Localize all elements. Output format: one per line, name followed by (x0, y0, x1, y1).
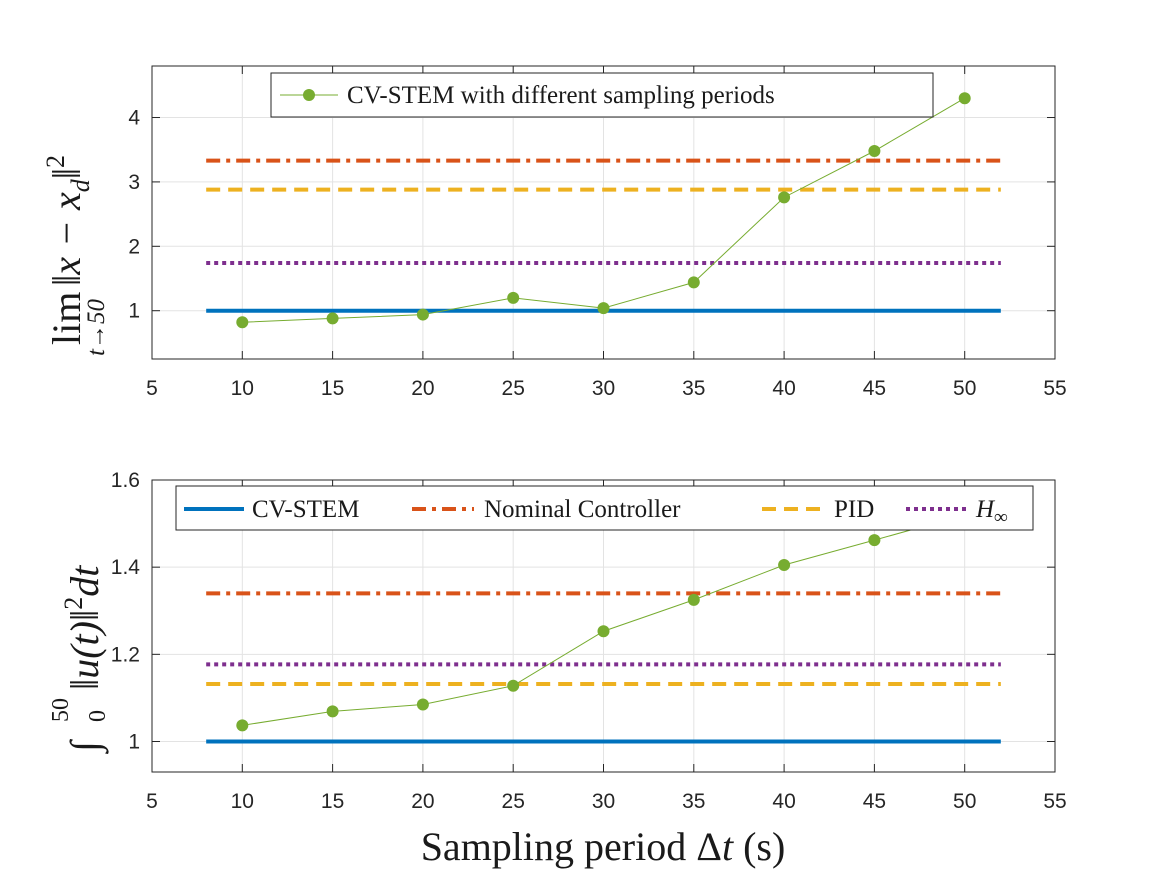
x-tick-label: 30 (592, 790, 615, 813)
series-group (206, 508, 1001, 744)
svg-text:50: 50 (48, 698, 74, 722)
svg-text:t→50: t→50 (83, 299, 110, 356)
x-tick-label: 50 (953, 377, 976, 400)
legend-label-cvstem-sampling: CV-STEM with different sampling periods (347, 82, 775, 109)
x-tick-label: 20 (411, 377, 434, 400)
ylabel-expr-sub: d (66, 178, 95, 192)
tracking-error-panel: 5 10 15 20 25 30 35 40 45 50 55 1 2 3 4 lim t→50 ‖x − … (41, 65, 1067, 400)
y-axis-label: ∫ 0 50 ‖u(t)‖2dt (48, 565, 111, 755)
data-point-cv-stem-with-different-sampling-periods (868, 145, 881, 158)
data-point-cv-stem-with-different-sampling-periods (687, 593, 700, 606)
x-tick-label: 15 (321, 790, 344, 813)
x-tick-label: 50 (953, 790, 976, 813)
svg-text:0: 0 (85, 710, 111, 722)
x-tick-label: 55 (1043, 377, 1066, 400)
y-tick-label: 1.6 (111, 469, 140, 492)
ylabel-dt: dt (62, 565, 107, 597)
svg-text:lim: lim (44, 292, 89, 345)
data-point-cv-stem-with-different-sampling-periods (236, 719, 249, 732)
ylabel-sup: 2 (59, 597, 88, 610)
x-tick-label: 45 (863, 377, 886, 400)
ylabel-expr: ‖u(t)‖ (62, 610, 107, 690)
legend-bottom: CV-STEM Nominal Controller PID H∞ (175, 485, 1034, 531)
data-point-cv-stem-with-different-sampling-periods (597, 302, 610, 315)
data-point-cv-stem-with-different-sampling-periods (597, 625, 610, 638)
y-tick-label: 2 (128, 235, 140, 258)
x-tick-label: 10 (231, 377, 254, 400)
ylabel-integral-sub: 0 (85, 710, 111, 722)
y-tick-label: 1.2 (111, 643, 140, 666)
data-point-cv-stem-with-different-sampling-periods (507, 291, 520, 304)
data-point-cv-stem-with-different-sampling-periods (687, 276, 700, 289)
data-point-cv-stem-with-different-sampling-periods (778, 191, 791, 204)
x-tick-label: 15 (321, 377, 344, 400)
x-tick-label: 25 (502, 377, 525, 400)
x-tick-label: 10 (231, 790, 254, 813)
x-tick-label: 5 (146, 790, 158, 813)
legend-label-pid: PID (834, 496, 874, 523)
data-point-cv-stem-with-different-sampling-periods (778, 558, 791, 571)
y-tick-label: 3 (128, 171, 140, 194)
x-tick-label: 35 (682, 377, 705, 400)
x-tick-label: 40 (772, 790, 795, 813)
data-point-cv-stem-with-different-sampling-periods (416, 308, 429, 321)
x-tick-label: 25 (502, 790, 525, 813)
xlabel-delta: Δ (696, 824, 722, 869)
svg-text:‖x − xd‖2: ‖x − xd‖2 (41, 155, 95, 286)
legend-marker-swatch (303, 89, 315, 101)
y-tick-label: 1 (128, 300, 140, 323)
data-point-cv-stem-with-different-sampling-periods (958, 92, 971, 105)
ylabel-integral-sup: 50 (48, 698, 74, 722)
ylabel-expr: ‖x − x (44, 192, 89, 286)
xlabel-post: (s) (733, 824, 785, 869)
svg-text:‖u(t)‖2dt: ‖u(t)‖2dt (59, 565, 107, 690)
legend-label-hinf: H∞ (975, 496, 1008, 528)
y-tick-label: 1.4 (111, 556, 141, 579)
x-tick-label: 5 (146, 377, 158, 400)
legend-box (270, 72, 934, 118)
legend-label-hinf-sub: ∞ (994, 507, 1008, 528)
x-axis-label: Sampling period Δt (s) (421, 824, 786, 869)
y-tick-label: 1 (128, 730, 140, 753)
x-tick-label: 40 (772, 377, 795, 400)
ylabel-sup: 2 (41, 155, 70, 168)
ylabel-lim-sub: t→50 (83, 299, 110, 356)
series-group (206, 92, 1001, 329)
y-tick-label: 4 (128, 107, 140, 130)
xlabel-pre: Sampling period (421, 824, 697, 869)
y-axis-label: lim t→50 ‖x − xd‖2 (41, 155, 110, 356)
tick-labels: 5 10 15 20 25 30 35 40 45 50 55 1 2 3 4 (128, 66, 1067, 400)
x-tick-label: 30 (592, 377, 615, 400)
ylabel-integral-op: ∫ (62, 738, 109, 755)
x-tick-label: 20 (411, 790, 434, 813)
svg-text:∫: ∫ (62, 738, 109, 755)
legend-label-hinf-h: H (975, 496, 996, 523)
ylabel-lim-op: lim (44, 292, 89, 345)
legend-label-cvstem: CV-STEM (252, 496, 359, 523)
x-tick-label: 35 (682, 790, 705, 813)
xlabel-t: t (722, 824, 734, 869)
legend-top: CV-STEM with different sampling periods (270, 72, 934, 118)
x-tick-label: 55 (1043, 790, 1066, 813)
legend-box (175, 485, 1034, 531)
legend-label-nominal: Nominal Controller (484, 496, 681, 523)
data-point-cv-stem-with-different-sampling-periods (868, 534, 881, 547)
data-point-cv-stem-with-different-sampling-periods (507, 679, 520, 692)
ylabel-expr-end: ‖ (44, 168, 89, 179)
data-point-cv-stem-with-different-sampling-periods (416, 698, 429, 711)
x-tick-label: 45 (863, 790, 886, 813)
data-point-cv-stem-with-different-sampling-periods (326, 705, 339, 718)
data-point-cv-stem-with-different-sampling-periods (326, 312, 339, 325)
data-point-cv-stem-with-different-sampling-periods (236, 316, 249, 329)
tick-labels: 5 10 15 20 25 30 35 40 45 50 55 1 1.2 1.4 1.6 (111, 469, 1067, 813)
